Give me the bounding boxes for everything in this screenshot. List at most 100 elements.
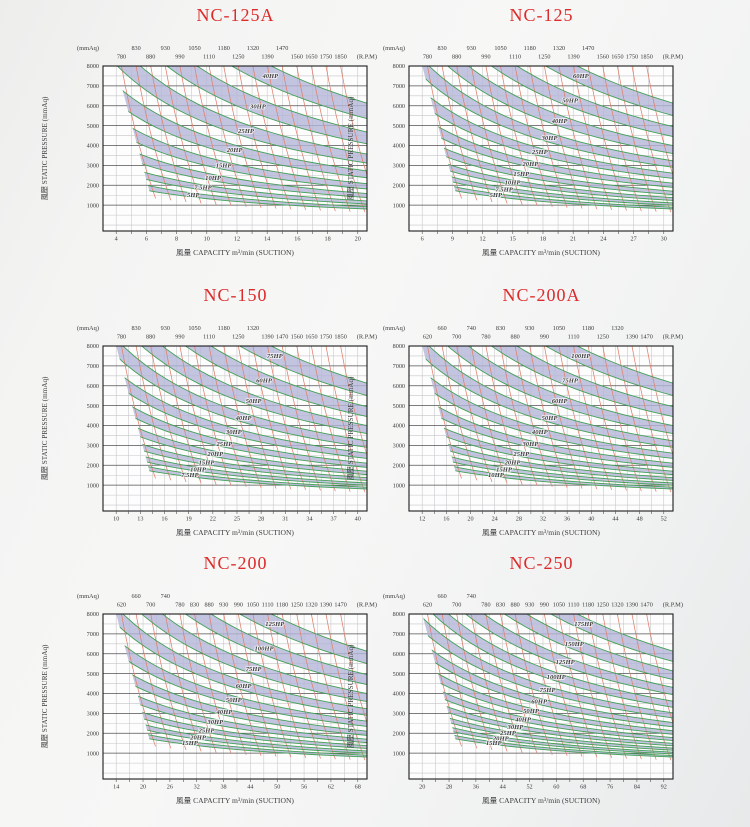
y-tick-label: 3000 (393, 163, 405, 170)
rpm-label: 1650 (611, 54, 623, 61)
chart-panel-nc-250: NC-250 175HP 150HP 125HP 100HP 75HP 60HP 50HP 40… (339, 553, 684, 815)
hp-band-label: 30HP (521, 441, 539, 448)
x-tick-label: 38 (220, 784, 226, 791)
rpm-label: 1250 (597, 602, 609, 609)
x-tick-label: 52 (661, 516, 667, 523)
rpm-label: 620 (117, 602, 126, 609)
y-tick-label: 2000 (393, 462, 405, 469)
hp-band-label: 40HP (551, 118, 569, 125)
rpm-label: 1470 (276, 334, 288, 341)
x-tick-label: 28 (446, 784, 452, 791)
x-tick-label: 52 (526, 784, 532, 791)
hp-band-label: 10HP (505, 179, 522, 186)
x-tick-label: 24 (600, 236, 606, 243)
rpm-label: 990 (481, 54, 490, 61)
y-tick-label: 6000 (393, 383, 405, 390)
x-tick-label: 20 (419, 784, 425, 791)
rpm-label: 930 (161, 45, 170, 52)
x-tick-label: 36 (564, 516, 570, 523)
chart-svg-nc-200a: 100HP 75HP 60HP 50HP 40HP 30HP 25HP20HP15HP10H… (347, 325, 683, 537)
rpm-label: 1250 (538, 54, 550, 61)
rpm-label: 1110 (262, 602, 274, 609)
x-tick-label: 40 (355, 516, 361, 523)
rpm-lines (427, 346, 673, 493)
axis-corner-right: (R.P.M) (357, 602, 377, 609)
hp-band-label: 30HP (206, 719, 224, 726)
axis-corner-right: (R.P.M) (663, 334, 683, 341)
axis-corner-right: (R.P.M) (357, 54, 377, 61)
x-tick-label: 8 (175, 236, 178, 243)
hp-band-label: 50HP (226, 697, 243, 704)
rpm-label: 1250 (597, 334, 609, 341)
rpm-label: 1180 (276, 602, 288, 609)
hp-band-label: 10HP (190, 466, 207, 473)
hp-band-label: 20HP (521, 161, 539, 168)
x-tick-label: 28 (516, 516, 522, 523)
rpm-label: 880 (146, 54, 155, 61)
hp-band-label: 75HP (267, 353, 284, 360)
x-tick-label: 25 (234, 516, 240, 523)
rpm-lines (121, 346, 367, 493)
rpm-label: 700 (452, 602, 461, 609)
x-axis-title: 風量 CAPACITY m³/min (SUCTION) (482, 796, 600, 805)
rpm-label: 880 (146, 334, 155, 341)
rpm-label: 830 (131, 325, 140, 332)
x-tick-label: 30 (661, 236, 667, 243)
x-tick-label: 19 (186, 516, 192, 523)
y-tick-label: 7000 (87, 83, 99, 90)
rpm-label: 1390 (261, 334, 273, 341)
rpm-label: 1110 (509, 54, 521, 61)
y-tick-label: 8000 (87, 63, 99, 70)
plot-border (408, 613, 674, 780)
y-tick-label: 6000 (87, 103, 99, 110)
hp-band-label: 150HP (565, 641, 585, 648)
hp-band-labels: 75HP 60HP 50HP 40HP 30HP 25HP 20HP15HP10HP7.5H… (180, 352, 284, 480)
rpm-label: 1750 (626, 54, 638, 61)
rpm-labels: 7808308809309901050111011801250132013901… (383, 45, 683, 61)
rpm-label: 1050 (188, 45, 200, 52)
axis-corner-left: (mmAq) (383, 593, 405, 600)
hp-band-label: 25HP (499, 730, 517, 737)
x-tick-label: 12 (234, 236, 240, 243)
rpm-label: 1180 (524, 45, 536, 52)
y-tick-label: 5000 (393, 123, 405, 130)
rpm-label: 1560 (597, 54, 609, 61)
rpm-label: 1050 (188, 325, 200, 332)
y-tick-label: 7000 (393, 631, 405, 638)
rpm-label: 1320 (611, 602, 623, 609)
x-tick-label: 16 (294, 236, 300, 243)
axis-corner-right: (R.P.M) (663, 54, 683, 61)
hp-band-label: 40HP (531, 429, 549, 436)
x-axis-title: 風量 CAPACITY m³/min (SUCTION) (176, 796, 294, 805)
x-axis: 10 13 16 19 22 25 28 31 34 37 40 風量 CAPACITY m³/min… (113, 511, 361, 537)
hp-band-label: 20HP (206, 451, 224, 458)
rpm-label: 1650 (305, 334, 317, 341)
hp-band-labels: 125HP 100HP 75HP 60HP 50HP 40HP 30HP25HP20HP15… (181, 620, 286, 748)
rpm-label: 830 (190, 602, 199, 609)
rpm-label: 700 (452, 334, 461, 341)
chart-svg-nc-150: 75HP 60HP 50HP 40HP 30HP 25HP 20HP15HP10HP7.5H… (41, 325, 377, 537)
y-tick-label: 3000 (87, 443, 99, 450)
hp-band-label: 75HP (540, 687, 557, 694)
rpm-label: 1180 (582, 325, 594, 332)
rpm-label: 990 (175, 334, 184, 341)
x-tick-label: 18 (540, 236, 546, 243)
rpm-label: 1250 (291, 602, 303, 609)
y-tick-label: 2000 (393, 182, 405, 189)
rpm-label: 880 (204, 602, 213, 609)
plot-border (102, 65, 368, 232)
hp-band-label: 175HP (574, 621, 594, 628)
hp-band-label: 7.5HP (181, 472, 199, 479)
y-tick-label: 1000 (87, 750, 99, 757)
x-tick-label: 20 (467, 516, 473, 523)
hp-band-label: 60HP (256, 377, 273, 384)
rpm-label: 1850 (334, 54, 346, 61)
y-tick-labels: 1000 2000 3000 4000 5000 6000 7000 8000 (393, 343, 405, 489)
x-tick-label: 20 (140, 784, 146, 791)
rpm-label: 1750 (320, 54, 332, 61)
rpm-label: 740 (467, 325, 476, 332)
x-axis-title: 風量 CAPACITY m³/min (SUCTION) (176, 248, 294, 257)
rpm-label: 1180 (218, 325, 230, 332)
